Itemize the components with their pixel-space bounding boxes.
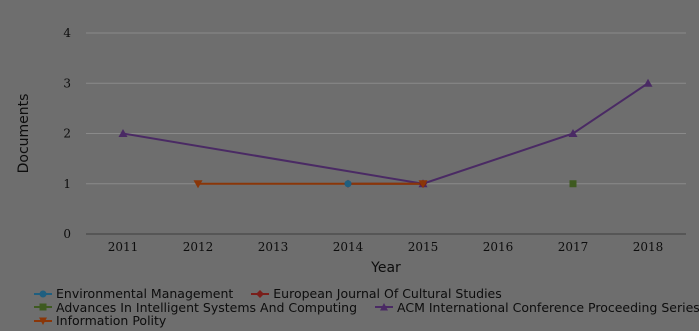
legend-label: Information Polity	[56, 313, 167, 328]
x-tick-label: 2016	[483, 240, 514, 254]
x-axis-title: Year	[370, 260, 401, 276]
data-point	[418, 180, 428, 189]
legend-marker-square-icon	[34, 303, 52, 311]
legend-marker-triangle-icon	[375, 303, 394, 311]
x-tick-label: 2017	[558, 240, 589, 254]
legend-label: European Journal Of Cultural Studies	[273, 286, 502, 301]
legend-label: ACM International Conference Proceeding …	[397, 299, 699, 315]
legend-row-1: Environmental Management European Journa…	[34, 287, 694, 301]
legend-item-information-polity: Information Polity	[34, 314, 166, 328]
legend-item-acm-international: ACM International Conference Proceeding …	[375, 299, 699, 315]
y-tick-label: 4	[63, 26, 71, 40]
y-tick-label: 1	[63, 177, 71, 191]
y-axis-title: Documents	[16, 94, 32, 174]
data-point	[118, 129, 128, 137]
x-tick-label: 2018	[633, 240, 664, 254]
legend-marker-diamond-icon	[251, 289, 270, 298]
legend-row-3: Information Polity	[34, 314, 694, 328]
x-tick-label: 2014	[333, 240, 364, 254]
x-tick-label: 2012	[183, 240, 214, 254]
legend-label: Environmental Management	[56, 286, 234, 301]
data-point	[568, 129, 578, 137]
y-tick-label: 0	[63, 227, 71, 241]
legend-marker-circle-icon	[34, 290, 52, 298]
x-tick-label: 2011	[108, 240, 139, 254]
y-tick-label: 3	[63, 76, 71, 90]
data-point	[569, 180, 577, 188]
data-point	[193, 180, 203, 189]
legend-row-2: Advances In Intelligent Systems And Comp…	[34, 299, 699, 315]
x-tick-label: 2015	[408, 240, 439, 254]
legend-label: Advances In Intelligent Systems And Comp…	[56, 299, 358, 315]
legend: Environmental Management European Journa…	[34, 287, 699, 328]
y-tick-label: 2	[63, 127, 71, 141]
x-tick-label: 2013	[258, 240, 289, 254]
series-line	[122, 82, 649, 185]
data-point	[643, 78, 653, 87]
legend-item-environmental-management: Environmental Management	[34, 287, 233, 301]
legend-item-advances-intelligent-systems: Advances In Intelligent Systems And Comp…	[34, 299, 358, 315]
data-point	[344, 180, 352, 188]
legend-marker-triangle-down-icon	[34, 317, 52, 325]
legend-item-european-journal: European Journal Of Cultural Studies	[251, 287, 502, 301]
